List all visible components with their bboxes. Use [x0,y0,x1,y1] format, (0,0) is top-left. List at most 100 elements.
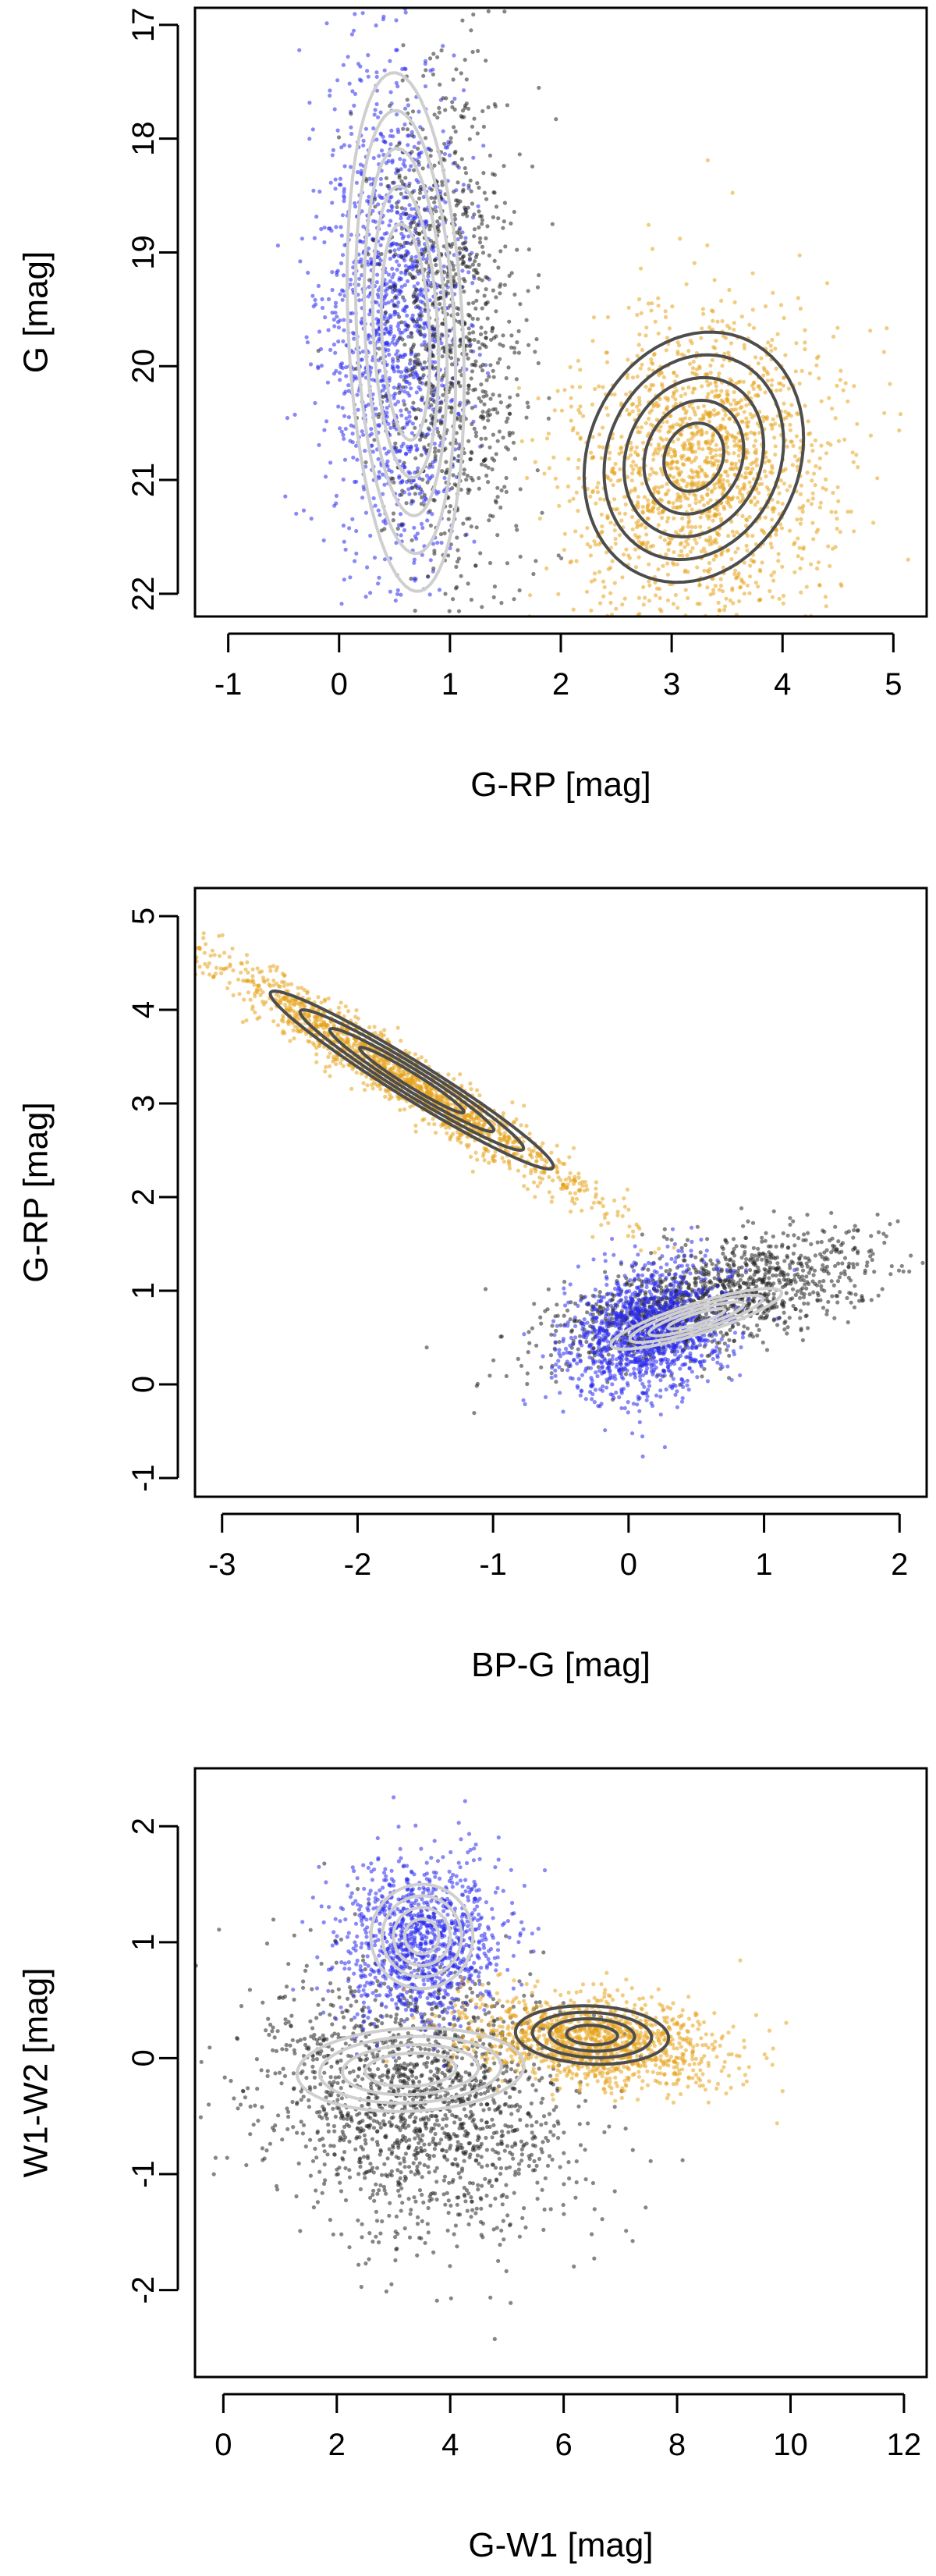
data-point [478,332,484,336]
data-point [488,513,493,518]
data-point [555,389,560,393]
data-point [457,403,462,407]
data-point [412,168,417,172]
data-point [407,639,411,643]
data-point [433,457,438,461]
data-point [401,399,406,403]
data-point [441,44,445,48]
data-point [693,386,697,391]
data-point [363,460,368,465]
data-point [547,396,551,400]
data-point [725,392,729,396]
data-point [771,290,775,295]
data-point [482,293,487,298]
data-point [443,108,448,112]
data-point [783,410,788,414]
data-point [214,965,219,970]
data-point [441,244,446,249]
data-point [722,485,726,490]
data-point [705,492,710,498]
data-point [748,661,752,665]
data-point [491,393,495,397]
data-point [775,388,779,393]
data-point [747,514,752,520]
data-point [332,107,337,112]
data-point [491,595,496,600]
data-point [342,198,346,204]
data-point [742,581,746,585]
data-point [372,556,378,560]
data-point [417,491,422,496]
data-point [470,369,475,374]
data-point [651,383,656,388]
data-point [619,435,624,439]
data-point [469,28,473,33]
data-point [423,435,428,439]
data-point [537,273,541,278]
data-point [403,10,408,15]
data-point [316,283,321,288]
data-point [678,499,683,503]
data-point [525,400,530,405]
data-point [397,336,402,341]
data-point [530,438,535,442]
data-point [651,510,655,514]
data-point [718,479,722,484]
data-point [444,282,448,287]
data-point [690,449,694,454]
data-point [308,362,314,367]
data-point [431,240,436,245]
data-point [328,347,333,352]
data-point [782,315,786,321]
data-point [654,593,658,598]
data-point [736,411,741,417]
data-point [551,455,556,460]
data-point [395,400,400,404]
data-point [659,609,664,613]
data-point [406,103,411,108]
data-point [361,138,366,143]
data-point [674,401,679,406]
data-point [836,499,841,503]
data-point [261,990,265,995]
data-point [382,446,387,451]
data-point [395,204,399,210]
data-point [384,270,388,275]
data-point [613,542,618,546]
data-point [515,247,519,252]
data-point [512,350,517,355]
data-point [397,263,402,268]
data-point [423,208,427,212]
data-point [347,144,352,148]
data-point [654,400,659,405]
data-point [374,137,379,142]
data-point [683,416,688,421]
data-point [432,200,437,204]
data-point [325,380,330,385]
data-point [450,105,455,109]
data-point [798,446,803,450]
data-point [573,529,578,534]
data-point [640,510,645,514]
data-point [744,543,749,549]
data-point [365,199,370,204]
data-point [488,412,493,417]
data-point [542,471,547,476]
data-point [333,177,338,182]
data-point [429,239,434,243]
data-point [324,419,329,424]
data-point [692,492,697,497]
data-point [436,224,441,229]
data-point [360,496,365,500]
data-point [507,273,512,278]
data-point [339,364,343,369]
data-point [598,601,603,606]
data-point [732,300,737,304]
data-point [796,554,800,559]
data-point [477,346,482,350]
data-point [639,523,644,528]
contour-line [602,353,785,562]
data-point [366,262,370,267]
data-point [355,393,360,397]
data-point [749,430,753,435]
